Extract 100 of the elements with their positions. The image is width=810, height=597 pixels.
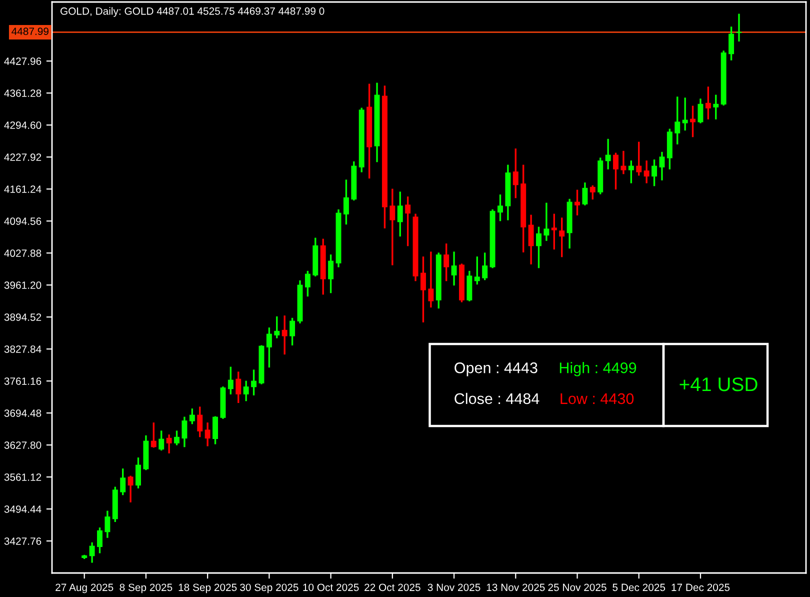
candlestick	[713, 94, 719, 120]
y-tick-label: 4294.60	[4, 122, 42, 129]
candlestick	[243, 380, 249, 402]
candlestick	[505, 164, 511, 220]
candlestick	[498, 194, 503, 222]
candlestick	[690, 106, 696, 138]
candlestick	[620, 150, 626, 174]
x-tick-label: 13 Nov 2025	[486, 584, 545, 592]
x-tick-label: 25 Nov 2025	[548, 584, 606, 592]
candlestick	[659, 152, 665, 180]
candlestick	[382, 86, 388, 228]
annotation: +41 USD	[680, 377, 758, 392]
y-tick-label: 3761.16	[4, 377, 42, 385]
y-tick-label: 3827.84	[4, 345, 42, 353]
candlestick	[444, 243, 450, 282]
x-tick-label: 10 Oct 2025	[303, 584, 359, 592]
candlestick	[652, 160, 658, 186]
x-tick-label: 3 Nov 2025	[428, 584, 480, 592]
candlestick	[682, 98, 688, 130]
candlestick	[698, 98, 704, 124]
candlestick	[274, 316, 280, 338]
candlestick	[574, 190, 580, 216]
candlestick	[150, 422, 156, 448]
y-tick-label: 3627.80	[4, 441, 42, 449]
candlestick	[97, 528, 102, 554]
x-tick-label: 5 Dec 2025	[612, 584, 666, 592]
candlestick	[520, 164, 526, 252]
candlestick	[474, 256, 480, 284]
candlestick	[397, 192, 403, 237]
candlestick	[544, 202, 550, 241]
candlestick	[436, 252, 442, 308]
candlestick	[89, 542, 95, 563]
x-tick-label: 30 Sep 2025	[240, 584, 298, 594]
candlestick	[666, 128, 672, 170]
candlestick	[312, 238, 318, 276]
y-tick-label: 3894.52	[4, 314, 42, 321]
chart-title: GOLD, Daily: GOLD 4487.01 4525.75 4469.37 4487.99 0	[60, 7, 324, 17]
candlestick	[458, 264, 464, 302]
x-tick-label: 22 Oct 2025	[364, 584, 420, 592]
x-tick-label: 27 Aug 2025	[56, 584, 114, 594]
candlestick	[282, 315, 288, 355]
candlestick	[490, 209, 496, 268]
x-tick-label: 8 Sep 2025	[120, 584, 172, 594]
ref-line-label: 4487.99	[12, 28, 48, 36]
candlestick	[636, 142, 642, 176]
candlestick	[536, 226, 542, 268]
candlestick	[236, 372, 242, 404]
candlestick	[366, 84, 372, 178]
y-tick-label: 4227.92	[4, 154, 42, 161]
candlestick	[297, 280, 303, 324]
candlestick	[420, 256, 426, 322]
y-tick-label: 3694.48	[4, 409, 42, 417]
candlestick	[166, 434, 172, 454]
annotation: Open : 4443	[454, 362, 538, 376]
candlestick	[189, 408, 195, 424]
y-tick-label: 4161.24	[4, 186, 42, 193]
y-tick-label: 4361.28	[4, 90, 42, 97]
candlestick	[174, 430, 180, 446]
y-tick-label: 4427.96	[4, 58, 42, 65]
candlestick	[412, 214, 418, 282]
candlestick	[628, 160, 634, 184]
candlestick	[212, 416, 218, 444]
y-tick-label: 3494.44	[4, 505, 42, 513]
candlestick	[720, 50, 726, 106]
candlestick	[605, 138, 611, 170]
candlestick	[705, 86, 711, 120]
candlestick	[428, 252, 434, 308]
candlestick	[251, 370, 257, 396]
candlestick	[358, 108, 364, 172]
candlestick	[736, 14, 742, 42]
annotation: High : 4499	[560, 362, 636, 376]
candlestick	[566, 198, 572, 249]
candlestick	[204, 422, 210, 446]
y-tick-label: 3427.76	[4, 537, 42, 545]
candlestick	[258, 345, 264, 384]
candlestick	[512, 148, 518, 198]
candlestick	[320, 238, 326, 295]
candlestick	[304, 270, 310, 296]
y-tick-label: 4027.88	[4, 250, 42, 257]
candlestick	[598, 158, 604, 194]
candlestick	[551, 214, 557, 250]
candlestick	[182, 416, 188, 448]
annotation: Close : 4484	[454, 392, 540, 404]
candlestick	[451, 252, 457, 286]
candlestick	[266, 327, 272, 368]
candlestick	[104, 510, 110, 538]
candlestick	[351, 161, 357, 201]
candlestick	[590, 185, 596, 200]
candlestick	[613, 152, 619, 190]
candlestick	[158, 430, 164, 451]
candlestick	[143, 435, 149, 470]
x-tick-label: 17 Dec 2025	[672, 584, 730, 592]
annotation: Low : 4430	[560, 393, 634, 404]
candlestick	[136, 457, 141, 488]
candlestick	[228, 366, 234, 394]
y-tick-label: 4094.56	[4, 218, 42, 225]
candlestick	[582, 182, 588, 206]
candlestick	[528, 214, 534, 264]
candlestick	[128, 476, 134, 502]
candlestick	[290, 318, 296, 346]
